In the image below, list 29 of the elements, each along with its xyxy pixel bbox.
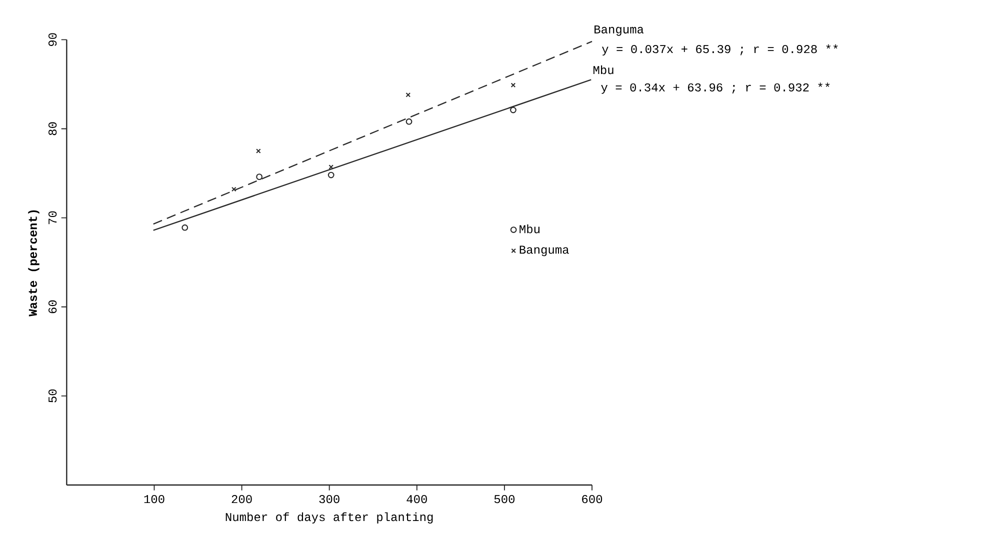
y-tick-label: 50 [48,389,57,402]
legend-label: Banguma [520,246,569,256]
x-tick-label: 400 [406,495,427,504]
annotation: y = 0.34x + 63.96 ; r = 0.932 ** [601,82,830,94]
y-tick-label: 70 [48,211,57,224]
series-label: Banguma [594,25,644,36]
legend-label: Mbu [520,224,540,234]
annotation: y = 0.037x + 65.39 ; r = 0.928 ** [602,44,838,56]
x-tick-label: 200 [232,495,252,504]
y-tick-label: 80 [48,122,57,136]
series-label: Mbu [593,65,614,74]
x-tick-label: 100 [144,495,164,504]
y-axis-title: Waste (percent) [28,210,40,316]
point [328,164,334,170]
x-tick-label: 600 [582,495,602,504]
y-tick-label: 90 [48,33,57,46]
point [256,174,262,180]
x-tick-label: 300 [319,495,340,504]
x-tick-label: 500 [494,495,515,504]
y-tick-label: 60 [48,300,57,314]
point [256,148,261,154]
point [328,172,334,178]
point [231,186,236,192]
point [406,118,412,125]
point [182,224,188,231]
point [406,92,411,98]
x-axis-title: Number of days after planting [226,512,433,524]
point [510,106,516,114]
point [510,82,516,88]
